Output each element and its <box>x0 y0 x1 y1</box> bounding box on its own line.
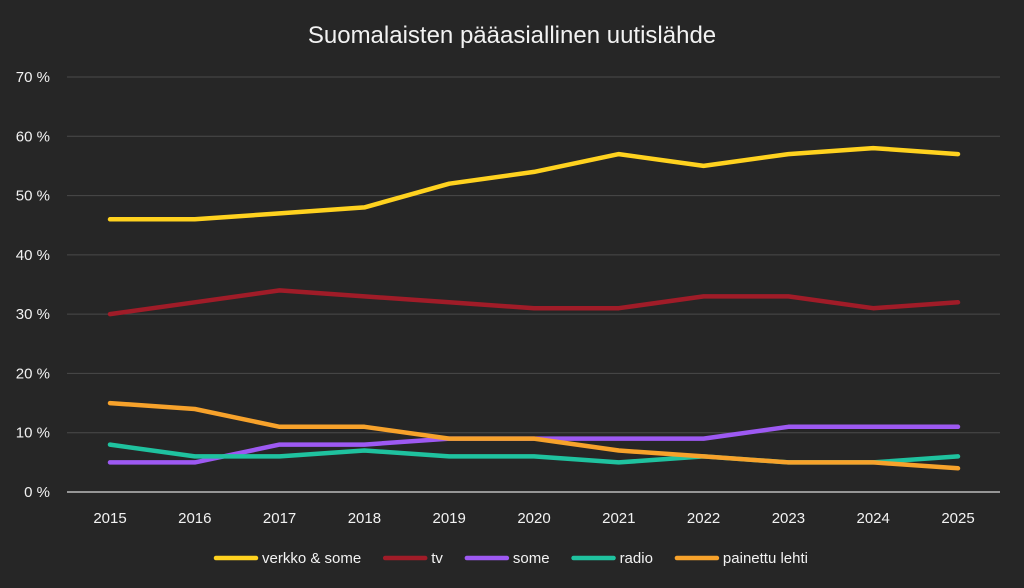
series-line-tv <box>107 288 961 317</box>
series-line-painettu-lehti <box>107 400 961 471</box>
y-tick-label: 30 % <box>16 306 50 323</box>
y-tick-label: 0 % <box>24 484 50 501</box>
legend: verkko & some tv some radio painettu lehti <box>213 550 808 567</box>
legend-item: verkko & some <box>213 550 361 567</box>
legend-item: some <box>464 550 550 567</box>
legend-label: tv <box>431 550 443 567</box>
legend-item: radio <box>571 550 653 567</box>
x-tick-label: 2017 <box>263 510 296 527</box>
y-tick-label: 20 % <box>16 365 50 382</box>
y-tick-label: 40 % <box>16 247 50 264</box>
x-tick-label: 2019 <box>433 510 466 527</box>
y-tick-label: 70 % <box>16 69 50 86</box>
x-tick-label: 2021 <box>602 510 635 527</box>
x-tick-label: 2020 <box>517 510 550 527</box>
legend-label: some <box>513 550 550 567</box>
x-axis-ticks: 2015 2016 2017 2018 2019 2020 2021 2022 2023 2024… <box>93 510 974 527</box>
y-axis-ticks: 0 % 10 % 20 % 30 % 40 % 50 % 60 % 70 % <box>16 69 50 501</box>
x-tick-label: 2015 <box>93 510 126 527</box>
y-tick-label: 60 % <box>16 128 50 145</box>
x-tick-label: 2022 <box>687 510 720 527</box>
chart-title: Suomalaisten pääasiallinen uutislähde <box>308 22 716 49</box>
legend-item: painettu lehti <box>674 550 808 567</box>
x-tick-label: 2023 <box>772 510 805 527</box>
x-tick-label: 2018 <box>348 510 381 527</box>
series-lines <box>107 145 961 471</box>
y-tick-label: 50 % <box>16 188 50 205</box>
legend-label: verkko & some <box>262 550 361 567</box>
x-tick-label: 2024 <box>857 510 890 527</box>
legend-label: radio <box>620 550 653 567</box>
x-tick-label: 2025 <box>941 510 974 527</box>
x-tick-label: 2016 <box>178 510 211 527</box>
y-tick-label: 10 % <box>16 425 50 442</box>
gridlines <box>67 76 1000 434</box>
series-line-verkko-some <box>107 145 961 222</box>
legend-item: tv <box>382 550 443 567</box>
legend-label: painettu lehti <box>723 550 808 567</box>
